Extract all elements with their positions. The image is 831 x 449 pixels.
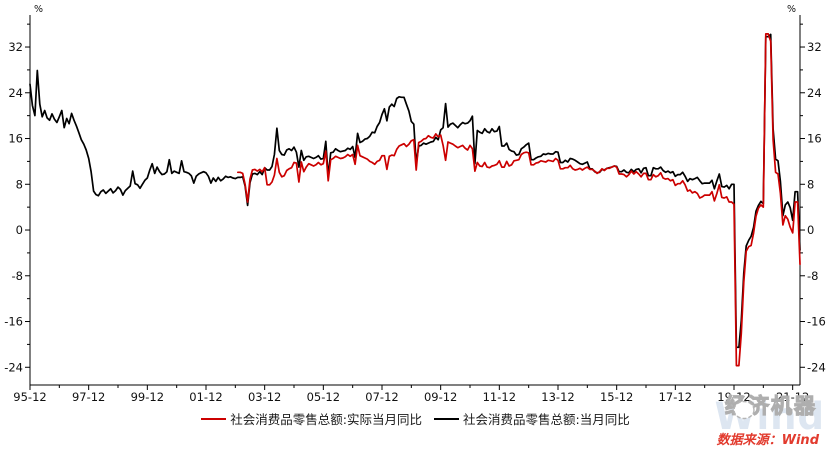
legend-line-black-icon bbox=[434, 417, 459, 420]
data-source-label: 数据来源：Wind bbox=[716, 433, 819, 448]
econ-machine-watermark: 经济机器 bbox=[724, 393, 817, 420]
y-axis-unit-left: % bbox=[34, 4, 43, 15]
x-tick-label: 13-12 bbox=[541, 390, 574, 404]
y-tick-label-right: 32 bbox=[807, 40, 822, 54]
wind-ghost-watermark: Wind bbox=[714, 395, 825, 438]
x-tick-label: 15-12 bbox=[600, 390, 633, 404]
y-tick-label-left: 8 bbox=[16, 177, 23, 191]
y-tick-label-right: 24 bbox=[807, 86, 822, 100]
y-tick-label-left: 0 bbox=[16, 223, 23, 237]
legend-label-nominal-yoy: 社会消费品零售总额:当月同比 bbox=[463, 412, 630, 427]
x-tick-label: 01-12 bbox=[189, 390, 222, 404]
x-tick-label: 99-12 bbox=[131, 390, 164, 404]
x-tick-label: 05-12 bbox=[307, 390, 340, 404]
y-tick-label-left: -8 bbox=[12, 269, 23, 283]
legend-label-real-yoy: 社会消费品零售总额:实际当月同比 bbox=[230, 412, 422, 427]
y-tick-label-right: -24 bbox=[807, 360, 826, 374]
x-tick-label: 03-12 bbox=[248, 390, 281, 404]
x-tick-label: 07-12 bbox=[365, 390, 398, 404]
econ-machine-logo-icon bbox=[729, 396, 755, 420]
x-tick-label: 97-12 bbox=[72, 390, 105, 404]
y-tick-label-right: 8 bbox=[807, 177, 814, 191]
x-tick-label: 09-12 bbox=[424, 390, 457, 404]
y-tick-label-left: -16 bbox=[4, 315, 23, 329]
y-tick-label-left: 32 bbox=[8, 40, 23, 54]
y-tick-label-right: 0 bbox=[807, 223, 814, 237]
y-tick-label-right: -8 bbox=[807, 269, 818, 283]
series-line-real-yoy[interactable] bbox=[236, 33, 801, 367]
x-tick-label: 11-12 bbox=[483, 390, 516, 404]
y-tick-label-right: -16 bbox=[807, 315, 826, 329]
y-tick-label-right: 16 bbox=[807, 132, 822, 146]
y-axis-unit-right: % bbox=[787, 4, 796, 15]
legend-item-nominal-yoy[interactable]: 社会消费品零售总额:当月同比 bbox=[434, 409, 630, 428]
y-tick-label-left: 24 bbox=[8, 86, 23, 100]
legend-item-real-yoy[interactable]: 社会消费品零售总额:实际当月同比 bbox=[201, 409, 422, 428]
y-tick-label-left: 16 bbox=[8, 132, 23, 146]
x-tick-label: 21-12 bbox=[776, 390, 809, 404]
legend-line-red-icon bbox=[201, 417, 227, 420]
y-tick-label-left: -24 bbox=[4, 360, 23, 374]
chart-legend: 社会消费品零售总额:实际当月同比 社会消费品零售总额:当月同比 bbox=[0, 409, 831, 428]
x-tick-label: 95-12 bbox=[13, 390, 46, 404]
x-tick-label: 17-12 bbox=[659, 390, 692, 404]
series-line-nominal-yoy[interactable] bbox=[29, 33, 801, 349]
